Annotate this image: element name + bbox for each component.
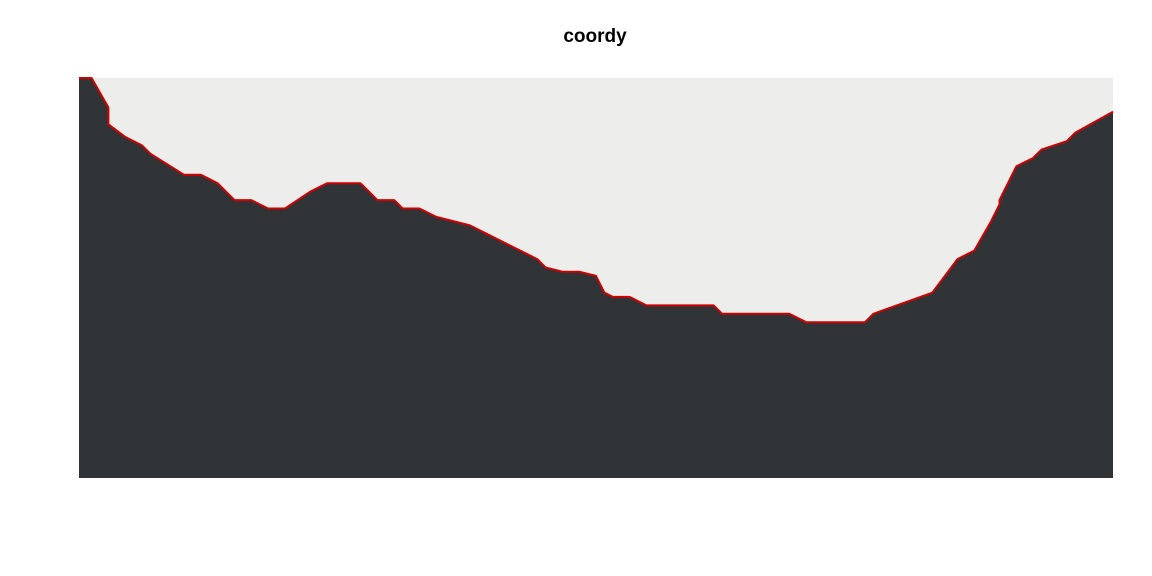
series-line: [79, 77, 1114, 324]
chart-title: coordy: [563, 26, 627, 47]
